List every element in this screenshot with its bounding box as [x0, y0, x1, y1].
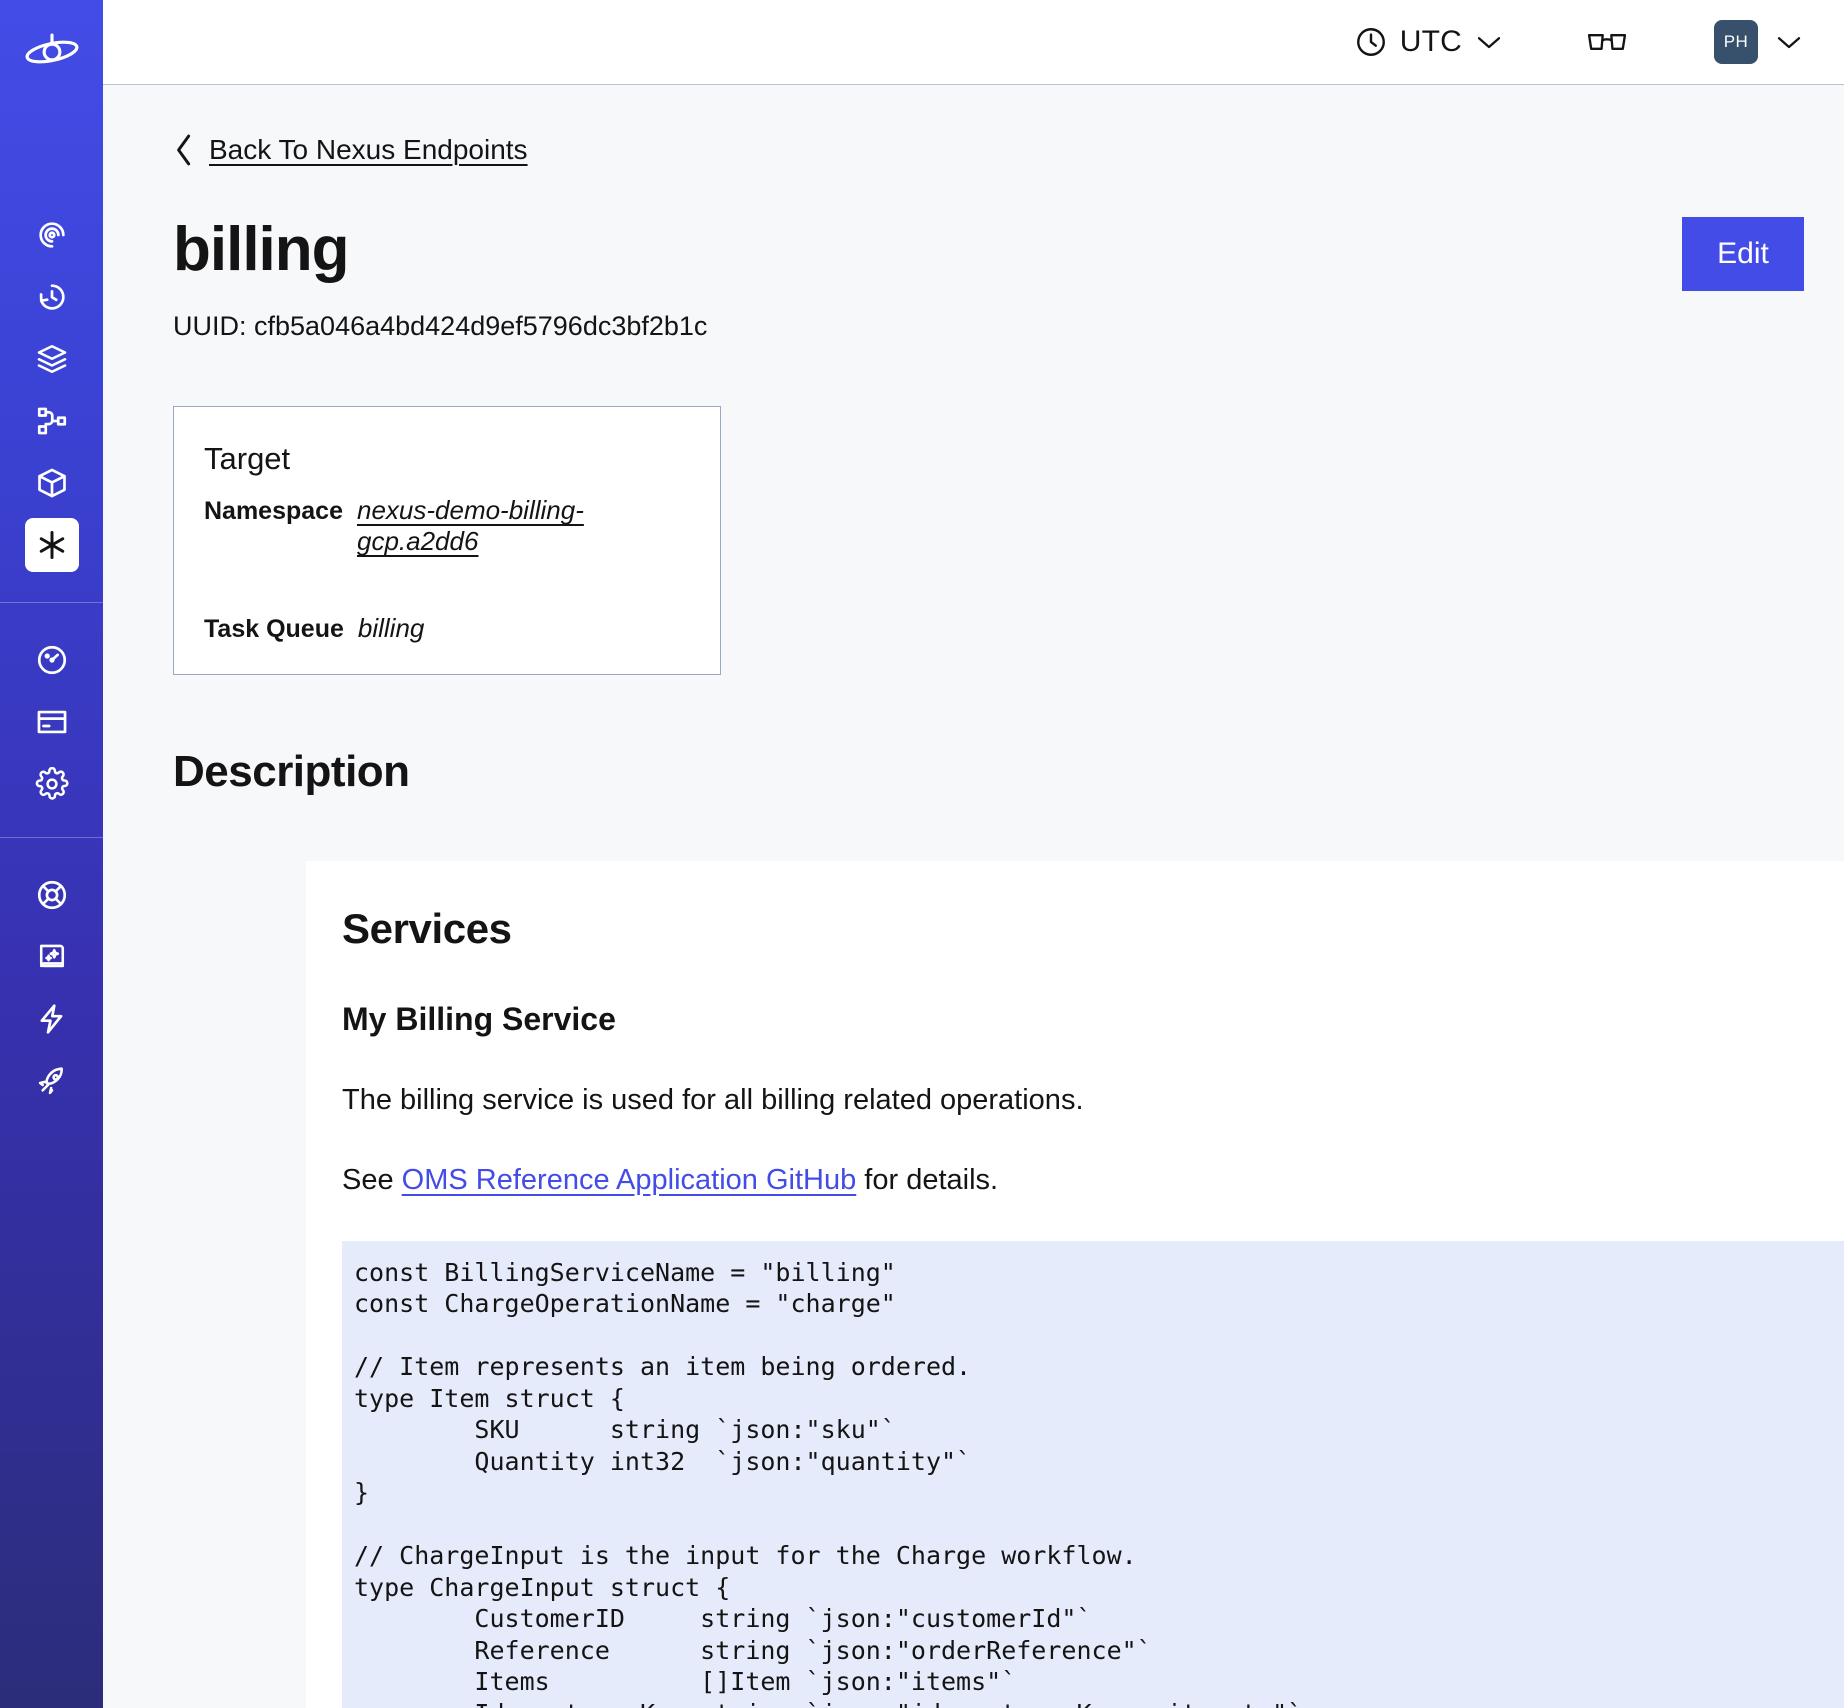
see-prefix: See [342, 1164, 402, 1197]
clock-icon [1356, 28, 1385, 56]
sidebar-item-recent-workflows[interactable] [25, 270, 79, 324]
target-namespace-label: Namespace [204, 497, 343, 525]
description-h1: Services [342, 905, 512, 952]
oms-reference-github-link[interactable]: OMS Reference Application GitHub [401, 1164, 857, 1197]
target-task-queue-label: Task Queue [204, 615, 344, 643]
sidebar-group-primary [0, 104, 103, 580]
description-code-block: const BillingServiceName = "billing" con… [342, 1240, 1844, 1708]
target-task-queue-row: Task Queue billing [204, 613, 690, 644]
sidebar-item-support[interactable] [25, 868, 79, 922]
back-to-nexus-endpoints-link[interactable]: Back To Nexus Endpoints [103, 85, 528, 167]
sidebar-group-help [0, 837, 103, 1116]
back-link-label: Back To Nexus Endpoints [209, 134, 528, 165]
endpoint-uuid: UUID: cfb5a046a4bd424d9ef5796dc3bf2b1c [173, 311, 708, 341]
chevron-left-icon [177, 134, 191, 166]
sidebar-item-usage[interactable] [25, 633, 79, 687]
sidebar-item-workflows[interactable] [25, 394, 79, 448]
sidebar-item-docs[interactable] [25, 930, 79, 984]
description-h2: My Billing Service [342, 1001, 616, 1037]
main-area: UTC PH [103, 0, 1844, 1708]
description-see-line: See OMS Reference Application GitHub for… [342, 1162, 1844, 1198]
target-card: Target Namespace nexus-demo-billing-gcp.… [173, 406, 721, 675]
target-task-queue-value: billing [357, 613, 425, 643]
see-suffix: for details. [856, 1164, 999, 1197]
sidebar-item-get-started[interactable] [25, 1054, 79, 1108]
sidebar-item-batch-operations[interactable] [25, 456, 79, 510]
temporal-logo-icon[interactable] [0, 0, 103, 104]
chevron-down-icon [1777, 37, 1801, 49]
description-heading: Description [173, 747, 410, 796]
target-heading: Target [204, 441, 291, 476]
view-mode-button[interactable] [1586, 27, 1628, 57]
glasses-icon [1587, 34, 1627, 50]
sidebar-item-billing[interactable] [25, 695, 79, 749]
page-title: billing [173, 215, 350, 284]
top-bar: UTC PH [103, 0, 1844, 85]
page-content: Back To Nexus Endpoints billing Edit UUI… [103, 85, 1844, 1708]
description-panel: Services My Billing Service The billing … [306, 861, 1844, 1708]
timezone-selector[interactable]: UTC [1354, 25, 1504, 59]
avatar: PH [1714, 20, 1758, 64]
target-namespace-row: Namespace nexus-demo-billing-gcp.a2dd6 [204, 495, 690, 557]
user-menu[interactable]: PH [1714, 20, 1804, 64]
description-paragraph: The billing service is used for all bill… [342, 1084, 1084, 1116]
timezone-label: UTC [1399, 25, 1462, 58]
sidebar-group-account [0, 602, 103, 819]
primary-sidebar [0, 0, 103, 1708]
chevron-down-icon [1477, 37, 1501, 49]
sidebar-item-nexus[interactable] [24, 518, 79, 572]
target-namespace-link[interactable]: nexus-demo-billing-gcp.a2dd6 [356, 495, 584, 556]
page-header: billing Edit [103, 167, 1844, 291]
sidebar-item-settings[interactable] [25, 757, 79, 811]
sidebar-item-whats-new[interactable] [25, 992, 79, 1046]
sidebar-item-schedules[interactable] [25, 332, 79, 386]
edit-button[interactable]: Edit [1682, 217, 1804, 291]
sidebar-item-namespaces[interactable] [25, 208, 79, 262]
